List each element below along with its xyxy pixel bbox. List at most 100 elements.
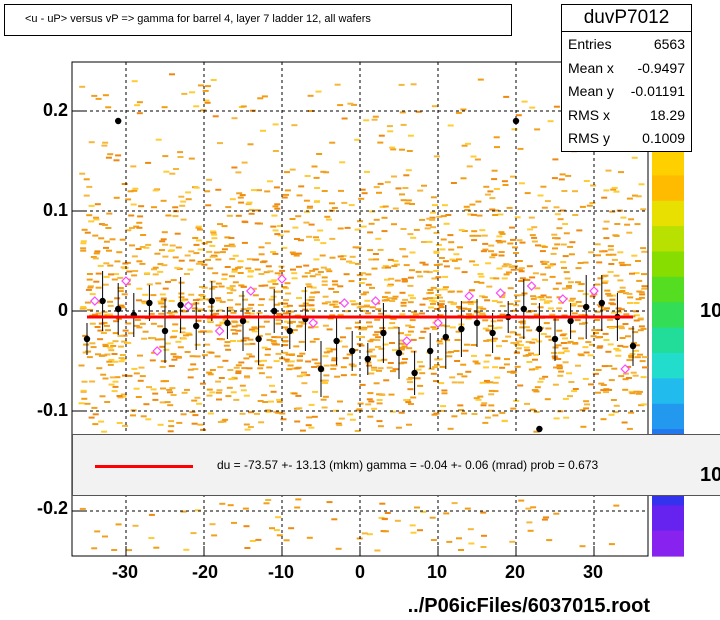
- scatter-dash: [257, 367, 264, 370]
- scatter-dash: [470, 213, 477, 216]
- scatter-dash: [199, 382, 206, 385]
- scatter-dash: [215, 282, 222, 285]
- scatter-dash: [519, 294, 526, 297]
- scatter-dash: [511, 309, 518, 312]
- scatter-dash: [119, 238, 126, 241]
- scatter-dash: [438, 257, 445, 259]
- scatter-dash: [276, 225, 283, 227]
- scatter-dash: [600, 389, 607, 392]
- scatter-dash: [556, 227, 563, 230]
- scatter-dash: [117, 334, 124, 337]
- scatter-dash: [344, 310, 351, 313]
- scatter-dash: [268, 298, 275, 301]
- scatter-dash: [628, 356, 635, 359]
- scatter-dash: [382, 205, 389, 208]
- scatter-dash: [457, 246, 463, 249]
- scatter-dash: [307, 110, 314, 112]
- scatter-dash: [376, 393, 383, 396]
- scatter-dash: [631, 254, 638, 257]
- scatter-dash: [182, 298, 189, 301]
- scatter-dash: [165, 214, 172, 217]
- scatter-dash: [492, 366, 499, 369]
- scatter-dash: [111, 390, 118, 393]
- scatter-dash: [354, 262, 361, 265]
- scatter-dash: [431, 297, 438, 300]
- scatter-dash: [312, 326, 319, 329]
- scatter-dash: [172, 256, 179, 259]
- scatter-dash: [289, 218, 296, 220]
- scatter-dash: [170, 394, 177, 396]
- scatter-dash: [122, 267, 128, 270]
- scatter-dash: [326, 501, 333, 504]
- scatter-dash: [210, 230, 217, 233]
- scatter-dash: [125, 322, 132, 325]
- scatter-dash: [351, 103, 357, 106]
- scatter-dash: [423, 270, 430, 273]
- scatter-dash: [275, 322, 282, 325]
- scatter-dash: [410, 338, 417, 341]
- scatter-dash: [136, 260, 143, 263]
- scatter-dash: [257, 400, 264, 402]
- scatter-dash: [160, 360, 167, 363]
- scatter-dash: [275, 352, 282, 355]
- scatter-dash: [272, 343, 279, 346]
- scatter-dash: [281, 286, 288, 289]
- scatter-dash: [321, 406, 328, 409]
- scatter-dash: [477, 307, 484, 310]
- scatter-dash: [608, 263, 615, 265]
- scatter-dash: [273, 529, 280, 532]
- scatter-dash: [232, 332, 238, 335]
- scatter-dash: [490, 340, 497, 342]
- scatter-dash: [640, 376, 647, 379]
- scatter-dash: [243, 394, 250, 397]
- scatter-dash: [194, 509, 201, 512]
- scatter-dash: [175, 356, 182, 358]
- scatter-dash: [316, 153, 323, 155]
- scatter-dash: [398, 362, 405, 365]
- scatter-dash: [625, 365, 632, 368]
- scatter-dash: [571, 390, 578, 393]
- scatter-dash: [317, 229, 324, 232]
- scatter-dash: [552, 237, 558, 240]
- scatter-dash: [642, 366, 648, 369]
- scatter-dash: [254, 268, 261, 271]
- scatter-dash: [308, 223, 315, 226]
- scatter-dash: [235, 266, 242, 269]
- profile-point: [193, 322, 200, 330]
- scatter-dash: [235, 214, 242, 217]
- scatter-dash: [296, 325, 303, 328]
- outlier-point: [536, 425, 543, 433]
- scatter-dash: [103, 262, 110, 265]
- scatter-dash: [130, 414, 136, 417]
- scatter-dash: [247, 275, 254, 278]
- scatter-dash: [572, 342, 579, 345]
- scatter-dash: [610, 253, 617, 256]
- scatter-dash: [516, 340, 523, 343]
- scatter-dash: [480, 404, 487, 407]
- scatter-dash: [433, 380, 439, 383]
- scatter-dash: [260, 129, 266, 132]
- scatter-dash: [486, 339, 493, 342]
- scatter-dash: [134, 104, 141, 107]
- scatter-dash: [286, 304, 293, 307]
- scatter-dash: [313, 258, 320, 261]
- scatter-dash: [366, 321, 372, 324]
- scatter-dash: [621, 421, 628, 424]
- scatter-dash: [108, 273, 114, 276]
- scatter-dash: [407, 284, 414, 287]
- scatter-dash: [175, 340, 182, 343]
- scatter-dash: [489, 197, 496, 200]
- scatter-dash: [86, 278, 93, 281]
- scatter-dash: [376, 402, 383, 405]
- scatter-dash: [407, 134, 414, 137]
- scatter-dash: [374, 331, 381, 334]
- scatter-dash: [389, 410, 396, 413]
- scatter-dash: [386, 297, 393, 300]
- scatter-dash: [188, 250, 195, 253]
- scatter-dash: [487, 190, 494, 193]
- scatter-dash: [184, 254, 191, 257]
- scatter-dash: [254, 222, 261, 225]
- scatter-dash: [399, 313, 406, 316]
- scatter-dash: [158, 312, 165, 315]
- scatter-dash: [116, 422, 123, 424]
